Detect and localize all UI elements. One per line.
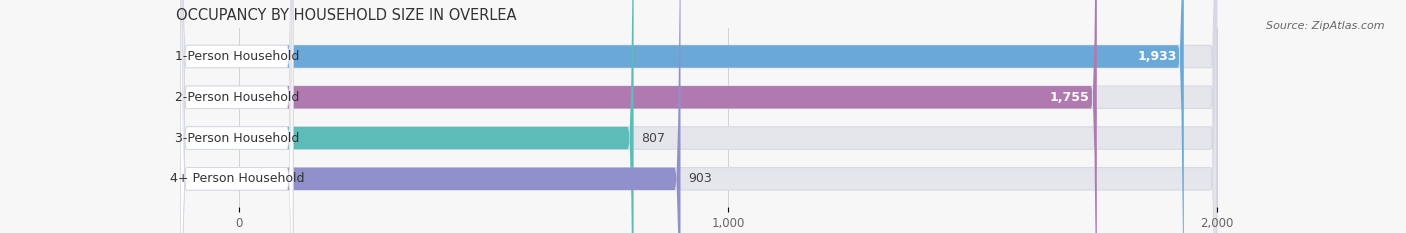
Text: OCCUPANCY BY HOUSEHOLD SIZE IN OVERLEA: OCCUPANCY BY HOUSEHOLD SIZE IN OVERLEA: [176, 8, 516, 23]
FancyBboxPatch shape: [180, 0, 1216, 233]
Text: 1,755: 1,755: [1050, 91, 1090, 104]
FancyBboxPatch shape: [180, 0, 1216, 233]
FancyBboxPatch shape: [180, 0, 292, 233]
FancyBboxPatch shape: [180, 0, 292, 233]
Text: 1-Person Household: 1-Person Household: [174, 50, 299, 63]
Text: 807: 807: [641, 132, 665, 144]
Text: 903: 903: [688, 172, 711, 185]
FancyBboxPatch shape: [180, 0, 1097, 233]
Text: 2-Person Household: 2-Person Household: [174, 91, 299, 104]
FancyBboxPatch shape: [180, 0, 681, 233]
FancyBboxPatch shape: [180, 0, 292, 233]
Text: 1,933: 1,933: [1137, 50, 1177, 63]
Text: 3-Person Household: 3-Person Household: [174, 132, 299, 144]
FancyBboxPatch shape: [180, 0, 292, 233]
FancyBboxPatch shape: [180, 0, 634, 233]
FancyBboxPatch shape: [180, 0, 1184, 233]
Text: Source: ZipAtlas.com: Source: ZipAtlas.com: [1267, 21, 1385, 31]
Text: 4+ Person Household: 4+ Person Household: [170, 172, 304, 185]
FancyBboxPatch shape: [180, 0, 1216, 233]
FancyBboxPatch shape: [180, 0, 1216, 233]
